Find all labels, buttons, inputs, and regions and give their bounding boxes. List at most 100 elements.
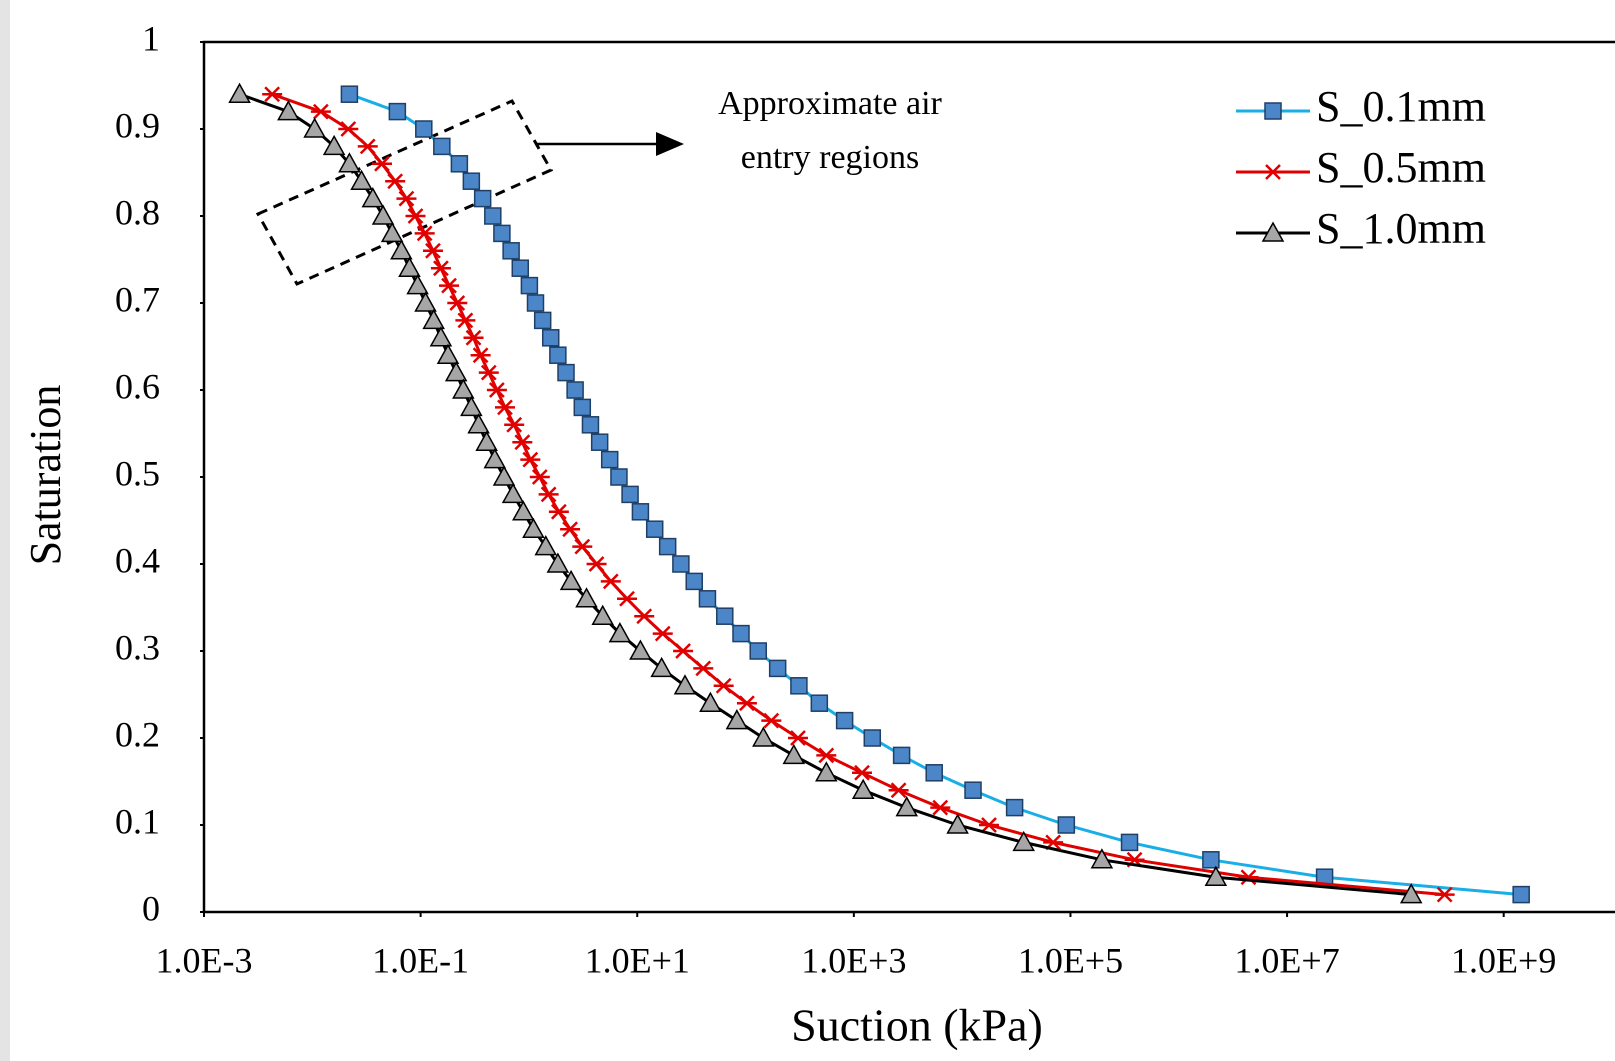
marker [575,587,598,608]
marker [405,208,426,224]
marker-shape [430,260,451,277]
marker [310,103,331,120]
annotation-arrowhead [656,132,684,156]
marker-shape [645,520,664,538]
marker [852,764,873,781]
marker-shape [450,155,469,173]
marker [388,102,407,121]
marker [1012,830,1035,852]
marker [835,711,854,730]
marker-shape [277,100,300,121]
marker [782,743,806,765]
y-tick-label: 0.4 [115,540,160,580]
marker-shape [350,169,373,190]
marker-shape [385,173,406,190]
marker [1261,221,1285,242]
marker-shape [964,781,982,799]
marker [433,137,451,156]
marker [398,256,421,277]
marker-shape [835,711,854,730]
marker-shape [631,503,650,521]
marker-shape [815,761,838,782]
marker-shape [422,308,445,330]
marker-shape [863,729,882,747]
marker-shape [371,155,392,172]
marker [455,312,476,329]
marker [538,486,559,503]
marker [473,189,492,208]
marker-shape [895,796,919,817]
marker-shape [851,778,875,799]
marker-shape [1399,883,1423,904]
marker-shape [262,86,283,103]
marker [946,813,969,834]
marker [650,656,673,678]
marker [429,326,453,347]
marker-shape [600,450,619,469]
marker-shape [361,187,385,208]
marker [436,343,460,364]
marker [414,225,435,242]
marker-shape [566,381,584,399]
marker [586,556,607,572]
x-tick-label: 1.0E+7 [1234,940,1339,980]
marker-shape [322,134,346,156]
marker-shape [526,294,545,312]
marker-shape [522,517,545,538]
y-tick-label: 1 [142,18,160,58]
marker-shape [228,82,251,103]
marker-shape [463,329,484,346]
marker-shape [1434,886,1455,903]
marker-shape [492,465,516,486]
marker-shape [617,590,638,607]
marker [617,590,638,607]
marker [573,398,592,417]
y-tick-label: 0.5 [115,453,160,493]
x-tick-label: 1.0E+5 [1018,940,1123,980]
marker-shape [749,642,767,660]
marker-shape [979,817,1000,833]
marker-shape [790,677,808,695]
marker-shape [462,172,481,190]
marker-shape [504,416,525,433]
marker [462,172,481,190]
marker [475,430,498,451]
marker-shape [455,312,476,329]
y-tick-label: 0.6 [115,366,160,406]
marker-shape [338,121,359,137]
marker [361,187,385,208]
marker [1263,164,1283,180]
marker-shape [685,572,703,591]
marker [600,450,619,469]
marker [621,485,639,504]
marker [380,221,404,243]
marker-shape [398,256,421,277]
marker [673,643,694,659]
marker [520,451,541,468]
marker [590,433,609,451]
marker-shape [1264,102,1282,120]
marker [768,659,787,678]
marker-shape [380,221,404,243]
marker-shape [925,764,943,782]
marker-shape [1012,830,1035,852]
marker [470,347,491,364]
marker [483,448,507,469]
marker [486,382,507,398]
marker-shape [716,607,734,625]
x-axis-title: Suction (kPa) [791,1000,1043,1051]
marker [501,482,525,504]
marker [658,537,677,556]
marker-shape [549,346,567,364]
marker [396,190,417,207]
marker-shape [575,587,598,608]
legend-label: S_0.5mm [1316,143,1486,192]
marker-shape [673,674,697,695]
marker-shape [467,413,490,434]
marker [736,695,757,712]
marker [478,364,499,381]
marker [652,625,673,642]
marker-shape [892,746,911,765]
marker [566,381,584,399]
marker [450,155,469,173]
